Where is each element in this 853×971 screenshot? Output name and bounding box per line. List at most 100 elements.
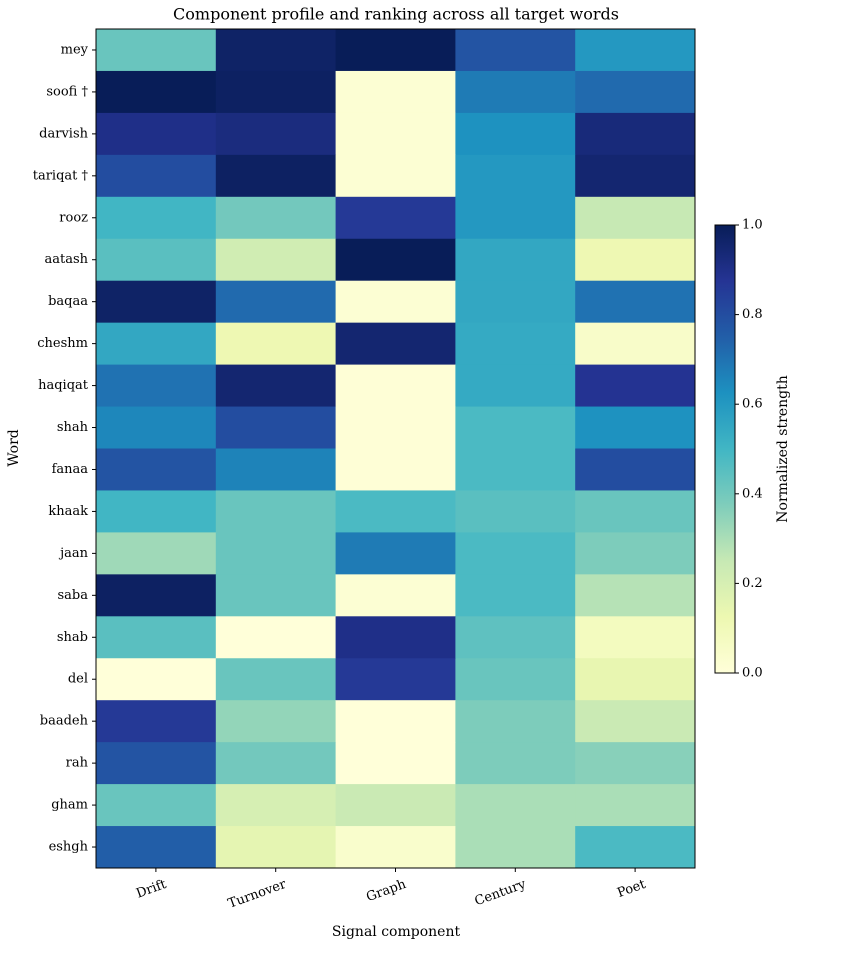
- y-tick-label: fanaa: [52, 462, 89, 477]
- heatmap-cell: [335, 364, 456, 408]
- heatmap-cell: [96, 532, 217, 575]
- heatmap-cell: [575, 490, 696, 533]
- heatmap-cell: [215, 280, 337, 324]
- heatmap-cell: [455, 112, 576, 156]
- heatmap-cell: [335, 196, 456, 240]
- y-tick-label: gham: [51, 798, 88, 813]
- heatmap-cell: [96, 826, 217, 869]
- heatmap-cell: [96, 406, 217, 449]
- heatmap-cell: [215, 238, 337, 282]
- heatmap-cell: [455, 196, 576, 240]
- heatmap-cell: [575, 29, 696, 72]
- heatmap-cell: [575, 154, 696, 198]
- y-tick-label: del: [68, 672, 88, 687]
- heatmap-cell: [335, 784, 456, 827]
- heatmap-cell: [575, 364, 696, 408]
- heatmap-cell: [335, 29, 456, 72]
- heatmap-cell: [215, 658, 337, 701]
- heatmap-cell: [455, 280, 576, 324]
- heatmap-cell: [335, 70, 456, 114]
- heatmap-cell: [455, 238, 576, 282]
- heatmap-cell: [335, 532, 456, 575]
- heatmap-cell: [335, 154, 456, 198]
- colorbar-tick-label: 0.6: [742, 397, 763, 412]
- heatmap-cell: [215, 196, 337, 240]
- heatmap-cell: [215, 784, 337, 827]
- y-tick-label: aatash: [44, 252, 88, 267]
- y-tick-label: shah: [57, 420, 89, 435]
- y-tick-label: khaak: [48, 504, 88, 519]
- heatmap-cell: [96, 322, 217, 366]
- heatmap-cell: [575, 280, 696, 324]
- heatmap-cell: [96, 658, 217, 701]
- heatmap-cell: [215, 29, 337, 72]
- colorbar-label: Normalized strength: [775, 375, 791, 522]
- heatmap-cell: [455, 364, 576, 408]
- heatmap-cell: [575, 532, 696, 575]
- heatmap-cell: [215, 490, 337, 533]
- heatmap-cell: [96, 154, 217, 198]
- heatmap-cell: [575, 658, 696, 701]
- y-tick-label: eshgh: [49, 840, 89, 855]
- heatmap-cell: [215, 112, 337, 156]
- heatmap-cell: [96, 784, 217, 827]
- colorbar-tick-label: 0.0: [742, 666, 763, 681]
- heatmap-cell: [96, 196, 217, 240]
- heatmap-cell: [335, 574, 456, 617]
- heatmap-cell: [575, 322, 696, 366]
- heatmap-cell: [335, 658, 456, 701]
- heatmap-cell: [335, 406, 456, 449]
- heatmap-cell: [455, 490, 576, 533]
- heatmap-cell: [455, 658, 576, 701]
- heatmap-cell: [455, 700, 576, 743]
- y-tick-label: darvish: [39, 126, 88, 141]
- heatmap-cell: [335, 490, 456, 533]
- heatmap-cell: [455, 322, 576, 366]
- y-tick-label: saba: [58, 588, 89, 603]
- heatmap-cell: [455, 448, 576, 491]
- y-tick-label: shab: [57, 630, 88, 645]
- heatmap-cell: [96, 490, 217, 533]
- heatmap-cell: [575, 826, 696, 869]
- heatmap-cell: [575, 238, 696, 282]
- heatmap-cell: [96, 238, 217, 282]
- heatmap-cell: [96, 448, 217, 491]
- y-axis-label: Word: [6, 429, 22, 467]
- heatmap-cell: [215, 70, 337, 114]
- heatmap-cell: [96, 280, 217, 324]
- y-tick-label: rooz: [59, 210, 88, 225]
- heatmap-cell: [455, 532, 576, 575]
- y-tick-label: baadeh: [40, 714, 89, 729]
- colorbar-tick-label: 1.0: [742, 218, 763, 233]
- chart-title: Component profile and ranking across all…: [173, 5, 619, 24]
- heatmap-cell: [215, 742, 337, 785]
- heatmap-cell: [455, 406, 576, 449]
- heatmap-cell: [335, 112, 456, 156]
- heatmap-cell: [96, 742, 217, 785]
- heatmap-cell: [96, 700, 217, 743]
- heatmap-cell: [455, 574, 576, 617]
- heatmap-cell: [575, 700, 696, 743]
- y-tick-label: jaan: [58, 546, 89, 561]
- heatmap-cell: [96, 574, 217, 617]
- x-axis-label: Signal component: [332, 924, 461, 940]
- y-tick-label: rah: [66, 756, 89, 771]
- heatmap-cell: [335, 826, 456, 869]
- heatmap-cell: [335, 280, 456, 324]
- heatmap-cell: [215, 616, 337, 659]
- heatmap-cell: [96, 29, 217, 72]
- heatmap-cell: [96, 112, 217, 156]
- heatmap-cell: [455, 29, 576, 72]
- colorbar: [714, 224, 736, 674]
- heatmap-cell: [575, 70, 696, 114]
- heatmap-cell: [335, 616, 456, 659]
- heatmap-cell: [575, 784, 696, 827]
- heatmap-cell: [215, 364, 337, 408]
- heatmap-cell: [455, 826, 576, 869]
- heatmap-cell: [575, 112, 696, 156]
- x-tick-label: Turnover: [226, 877, 289, 912]
- heatmap-cell: [455, 616, 576, 659]
- y-tick-label: baqaa: [48, 294, 88, 309]
- heatmap-cell: [96, 616, 217, 659]
